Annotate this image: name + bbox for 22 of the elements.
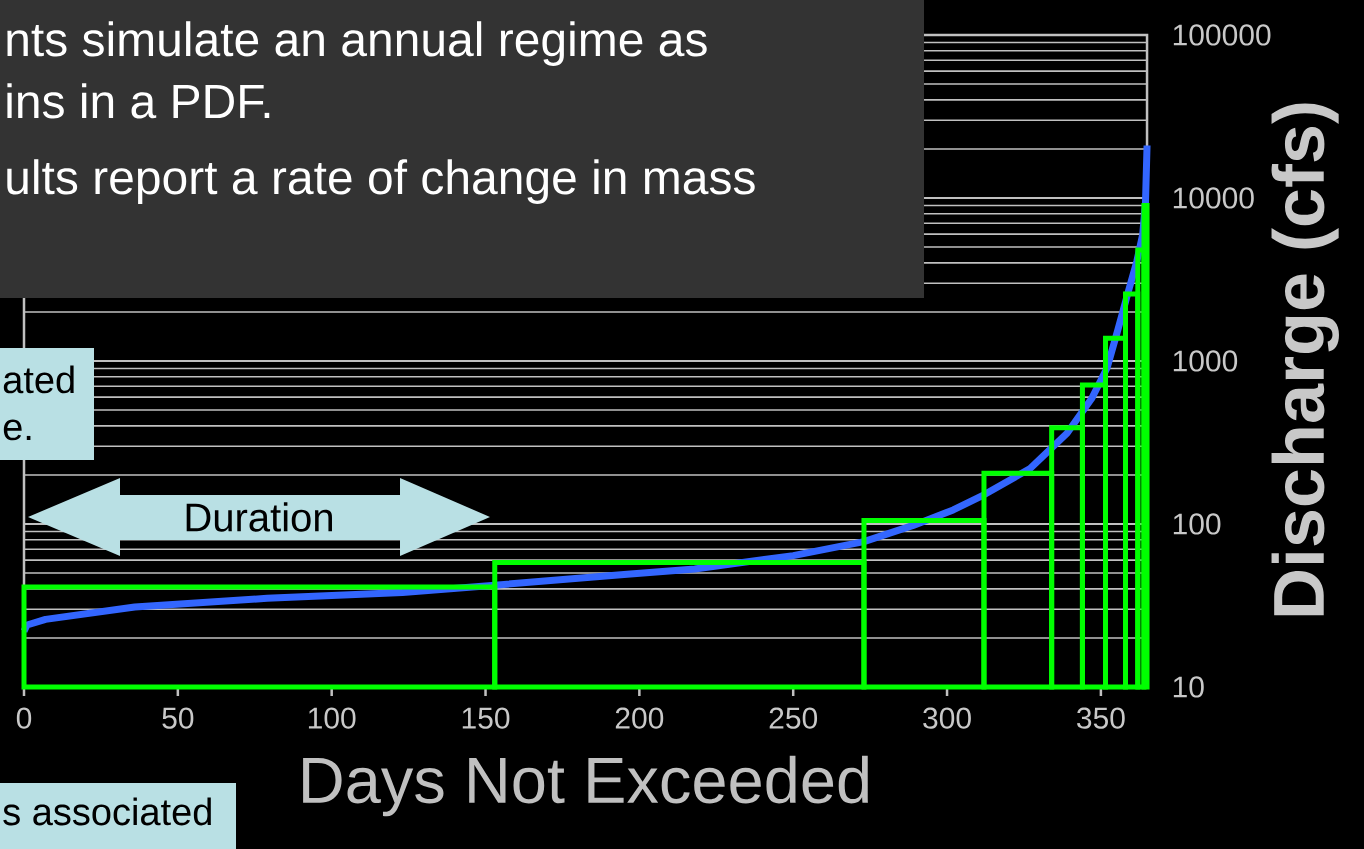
annotation: ated xyxy=(3,365,74,394)
annotation: Duration xyxy=(186,502,332,532)
x-tick-label: 0 xyxy=(16,707,32,729)
annotation: ins in a PDF. xyxy=(7,83,270,119)
x-tick-label: 100 xyxy=(308,707,356,729)
y-tick-label: 100000 xyxy=(1173,24,1271,46)
x-axis-title: Days Not Exceeded xyxy=(303,755,868,817)
y-axis-title: Discharge (cfs) xyxy=(1271,103,1339,616)
x-tick-label: 200 xyxy=(615,707,664,729)
annotation: nts simulate an annual regime as xyxy=(7,21,707,66)
annotation: ults report a rate of change in mass xyxy=(7,159,755,204)
y-tick-label: 10 xyxy=(1173,676,1204,698)
y-tick-label: 10000 xyxy=(1173,187,1254,209)
x-tick-label: 150 xyxy=(462,707,510,729)
y-tick-label: 100 xyxy=(1173,513,1221,535)
x-tick-label: 350 xyxy=(1077,707,1125,729)
x-tick-label: 50 xyxy=(162,707,194,729)
annotation: e. xyxy=(3,419,31,441)
x-tick-label: 250 xyxy=(769,707,818,729)
y-tick-label: 1000 xyxy=(1173,350,1238,372)
x-tick-label: 300 xyxy=(923,707,971,729)
text: s associated xyxy=(3,797,211,826)
